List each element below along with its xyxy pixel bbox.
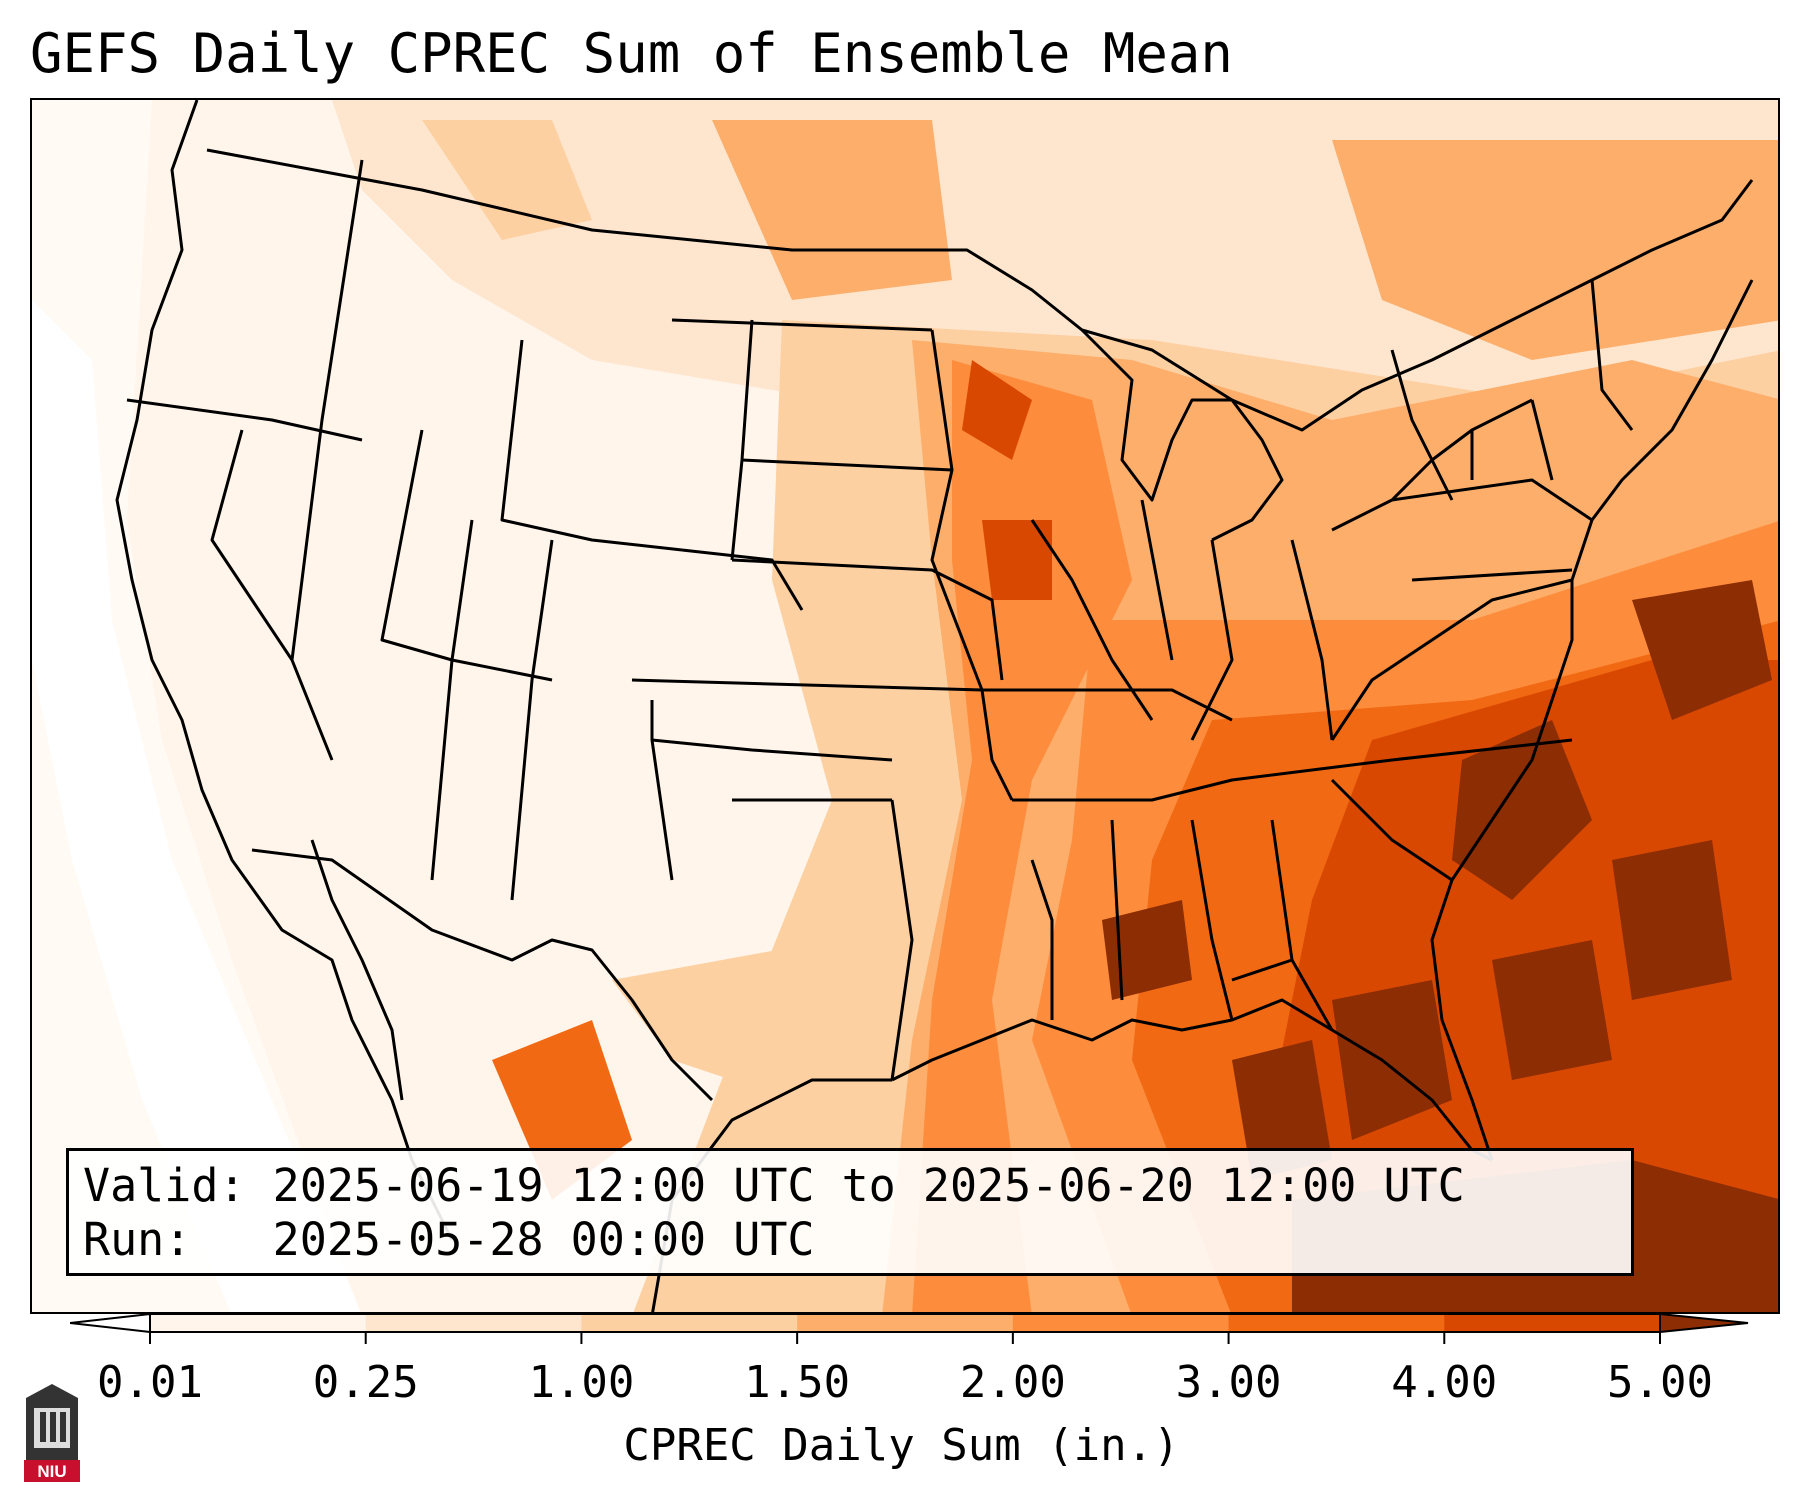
- colorbar-outline: [149, 1313, 1661, 1333]
- precip-field: [32, 100, 1778, 1312]
- colorbar-label: CPREC Daily Sum (in.): [623, 1420, 1180, 1471]
- colorbar-tick-label: 3.00: [1175, 1357, 1282, 1408]
- colorbar-under-arrow: [70, 1312, 151, 1334]
- colorbar-segment: [797, 1314, 1014, 1332]
- colorbar-tick-label: 2.00: [959, 1357, 1066, 1408]
- valid-run-info-box: Valid: 2025-06-19 12:00 UTC to 2025-06-2…: [66, 1148, 1634, 1276]
- colorbar-segment: [365, 1314, 582, 1332]
- colorbar-tick-label: 1.00: [528, 1357, 635, 1408]
- colorbar-segment: [581, 1314, 798, 1332]
- run-label: Run:: [83, 1213, 192, 1266]
- colorbar-segment: [1012, 1314, 1230, 1332]
- colorbar-over-arrow: [1659, 1312, 1749, 1334]
- map-panel: [30, 98, 1780, 1314]
- state-borders: [115, 100, 1754, 1312]
- colorbar: [70, 1312, 1749, 1344]
- colorbar-segment: [1228, 1314, 1445, 1332]
- run-value: 2025-05-28 00:00 UTC: [272, 1213, 815, 1266]
- chart-title: GEFS Daily CPREC Sum of Ensemble Mean: [30, 22, 1233, 85]
- colorbar-tick-label: 0.25: [312, 1357, 419, 1408]
- niu-logo: NIU: [24, 1384, 80, 1482]
- valid-label: Valid:: [83, 1159, 246, 1212]
- colorbar-tick-label: 0.01: [97, 1357, 203, 1408]
- logo-text: NIU: [37, 1462, 66, 1481]
- valid-value: 2025-06-19 12:00 UTC to 2025-06-20 12:00…: [272, 1159, 1465, 1212]
- precip-map: [32, 100, 1778, 1312]
- colorbar-segment: [1444, 1314, 1661, 1332]
- colorbar-tick-label: 4.00: [1391, 1357, 1498, 1408]
- colorbar-tick-label: 5.00: [1607, 1357, 1713, 1408]
- colorbar-segment: [150, 1314, 367, 1332]
- colorbar-tick-label: 1.50: [744, 1357, 851, 1408]
